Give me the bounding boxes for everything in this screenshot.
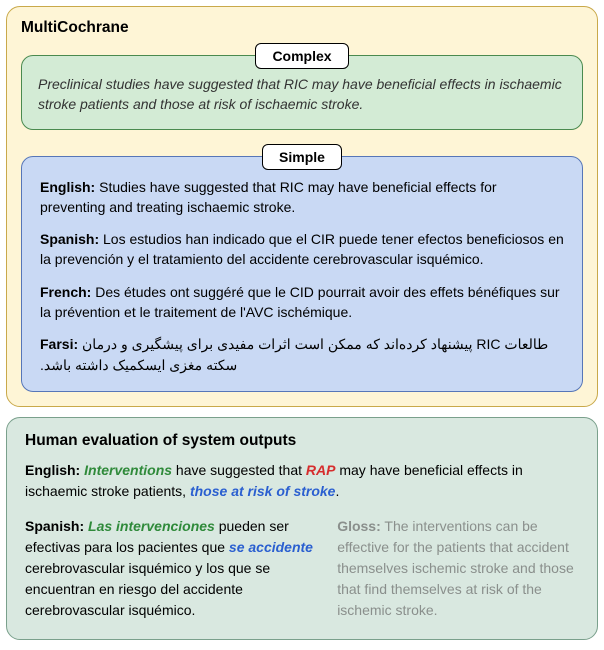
complex-badge-wrap: Complex [21,43,583,69]
eval-gloss-label: Gloss: [337,518,381,534]
simple-farsi: Farsi: طالعات RIC پیشنهاد کرده‌اند که مم… [40,334,564,375]
eval-english-label: English: [25,462,80,478]
simple-french: French: Des études ont suggéré que le CI… [40,282,564,323]
simple-french-text: Des études ont suggéré que le CID pourra… [40,284,560,320]
simple-box: English: Studies have suggested that RIC… [21,156,583,392]
complex-text: Preclinical studies have suggested that … [38,74,566,115]
complex-badge: Complex [255,43,348,69]
eval-es-seg4: cerebrovascular isquémico y los que se e… [25,560,270,618]
lang-label-english: English: [40,179,95,195]
multicochrane-panel: MultiCochrane Complex Preclinical studie… [6,6,598,407]
simple-spanish-text: Los estudios han indicado que el CIR pue… [40,231,564,267]
eval-spanish: Spanish: Las intervenciones pueden ser e… [25,516,315,621]
lang-label-french: French: [40,284,91,300]
eval-en-seg1: Interventions [84,462,172,478]
simple-spanish: Spanish: Los estudios han indicado que e… [40,229,564,270]
lang-label-farsi: Farsi: [40,336,78,352]
eval-en-seg2: have suggested that [172,462,306,478]
simple-farsi-text: طالعات RIC پیشنهاد کرده‌اند که ممکن است … [40,336,548,372]
eval-es-seg3: se accidente [229,539,313,555]
simple-badge: Simple [262,144,342,170]
eval-row: Spanish: Las intervenciones pueden ser e… [25,516,579,621]
panel-bottom-title: Human evaluation of system outputs [25,432,579,450]
simple-english-text: Studies have suggested that RIC may have… [40,179,497,215]
panel-top-title: MultiCochrane [21,19,583,37]
simple-badge-wrap: Simple [21,144,583,170]
eval-en-seg6: . [335,483,339,499]
eval-en-seg5: those at risk of stroke [190,483,336,499]
eval-en-seg3: RAP [306,462,336,478]
eval-gloss: Gloss: The interventions can be effectiv… [337,516,579,621]
human-eval-panel: Human evaluation of system outputs Engli… [6,417,598,640]
eval-english: English: Interventions have suggested th… [25,460,579,502]
lang-label-spanish: Spanish: [40,231,99,247]
simple-english: English: Studies have suggested that RIC… [40,177,564,218]
eval-es-seg1: Las intervenciones [88,518,215,534]
eval-spanish-label: Spanish: [25,518,84,534]
